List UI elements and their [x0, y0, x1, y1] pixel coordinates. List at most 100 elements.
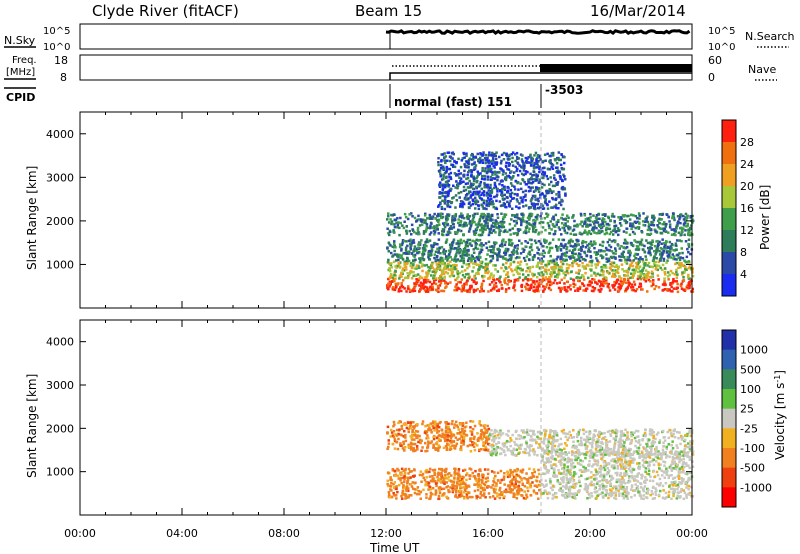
data-cell: [614, 256, 617, 259]
data-cell: [472, 187, 475, 190]
data-cell: [509, 254, 512, 257]
data-cell: [653, 250, 656, 253]
data-cell: [601, 482, 604, 486]
data-cell: [493, 481, 496, 484]
data-cell: [572, 233, 576, 236]
data-cell: [436, 473, 440, 476]
data-cell: [498, 231, 501, 234]
data-cell: [591, 278, 594, 281]
data-cell: [486, 186, 489, 189]
data-cell: [398, 253, 401, 257]
data-cell: [676, 221, 679, 225]
data-cell: [445, 233, 448, 237]
data-cell: [439, 167, 443, 170]
data-cell: [456, 477, 459, 481]
data-cell: [679, 284, 683, 288]
data-cell: [452, 226, 456, 229]
data-cell: [665, 240, 668, 243]
data-cell: [543, 196, 546, 199]
data-cell: [476, 152, 479, 156]
data-cell: [434, 491, 438, 494]
data-cell: [567, 481, 570, 484]
data-cell: [647, 278, 651, 282]
data-cell: [431, 261, 434, 265]
data-cell: [649, 232, 653, 236]
data-cell: [410, 470, 413, 473]
data-cell: [397, 483, 401, 487]
data-cell: [491, 257, 495, 260]
data-cell: [494, 252, 498, 255]
data-cell: [639, 277, 643, 281]
data-cell: [541, 279, 544, 283]
data-cell: [534, 228, 538, 232]
data-cell: [658, 240, 661, 244]
data-cell: [514, 482, 517, 486]
data-cell: [442, 250, 445, 254]
data-cell: [481, 166, 484, 170]
data-cell: [687, 266, 691, 270]
data-cell: [581, 244, 585, 248]
data-cell: [504, 164, 508, 168]
data-cell: [662, 259, 666, 262]
data-cell: [559, 249, 563, 252]
data-cell: [425, 286, 429, 289]
data-cell: [685, 486, 688, 489]
data-cell: [544, 198, 548, 201]
data-cell: [504, 228, 507, 232]
data-cell: [533, 282, 537, 286]
data-cell: [651, 221, 655, 224]
data-cell: [483, 468, 487, 471]
data-cell: [427, 251, 430, 255]
data-cell: [492, 186, 496, 190]
data-cell: [465, 152, 468, 155]
data-cell: [418, 289, 421, 293]
data-cell: [691, 465, 695, 468]
data-cell: [444, 180, 448, 184]
data-cell: [433, 241, 436, 245]
data-cell: [558, 268, 561, 271]
data-cell: [501, 197, 505, 200]
data-cell: [421, 254, 424, 257]
data-cell: [593, 288, 596, 291]
data-cell: [510, 268, 513, 271]
data-cell: [576, 238, 579, 242]
data-cell: [507, 174, 511, 178]
data-cell: [540, 193, 544, 196]
data-cell: [687, 282, 690, 285]
data-cell: [668, 223, 672, 226]
data-cell: [415, 219, 419, 222]
data-cell: [437, 169, 441, 173]
data-cell: [662, 227, 665, 230]
data-cell: [388, 269, 392, 273]
data-cell: [608, 223, 611, 227]
data-cell: [580, 220, 583, 224]
data-cell: [613, 240, 617, 244]
data-cell: [563, 464, 566, 468]
data-cell: [444, 470, 448, 473]
data-cell: [484, 267, 487, 270]
data-cell: [550, 152, 554, 155]
data-cell: [453, 477, 456, 481]
data-cell: [663, 245, 666, 249]
data-cell: [431, 487, 435, 490]
data-cell: [510, 244, 513, 247]
data-cell: [522, 205, 525, 208]
data-cell: [536, 162, 539, 165]
data-cell: [494, 222, 497, 225]
data-cell: [572, 285, 576, 289]
data-cell: [425, 263, 429, 267]
data-cell: [428, 280, 432, 284]
data-cell: [541, 277, 545, 281]
data-cell: [450, 486, 454, 490]
data-cell: [457, 469, 460, 472]
data-cell: [479, 492, 482, 496]
data-cell: [594, 266, 598, 269]
data-cell: [458, 493, 461, 497]
data-cell: [467, 263, 471, 266]
data-cell: [425, 223, 429, 226]
data-cell: [531, 204, 534, 207]
data-cell: [423, 479, 427, 482]
data-cell: [390, 478, 393, 482]
data-cell: [654, 491, 657, 494]
data-cell: [536, 246, 539, 249]
